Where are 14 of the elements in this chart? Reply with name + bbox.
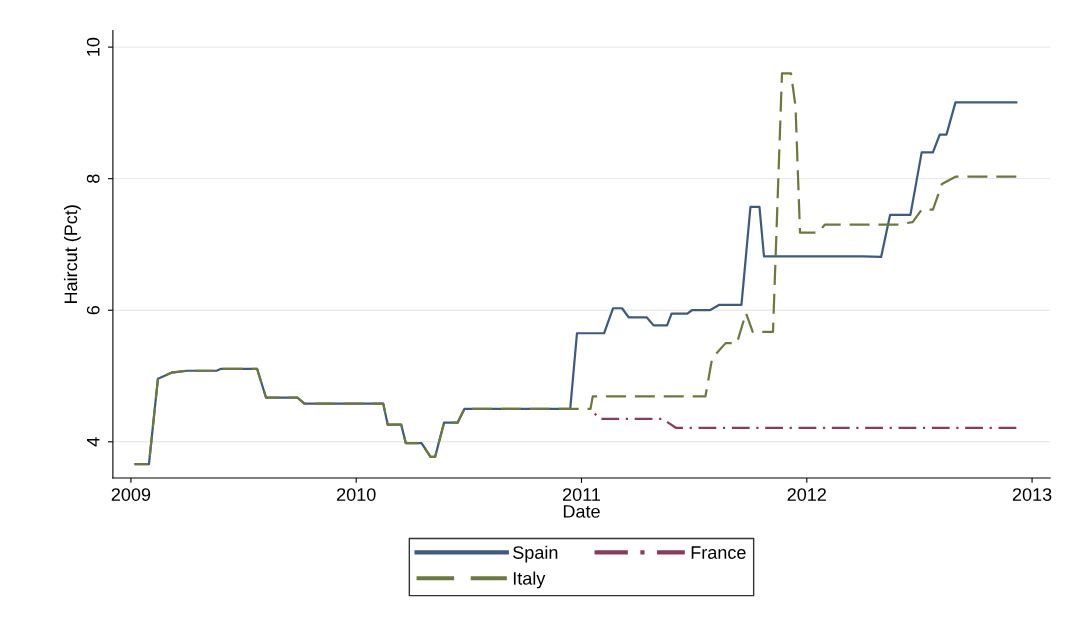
x-tick-label: 2011 bbox=[562, 488, 601, 501]
y-tick-label: 8 bbox=[86, 174, 100, 183]
x-tick-label: 2009 bbox=[111, 488, 151, 501]
y-tick-label: 6 bbox=[86, 306, 100, 315]
x-tick-label: 2010 bbox=[337, 488, 376, 501]
x-axis-title: Date bbox=[563, 505, 600, 518]
legend-label: Italy bbox=[513, 571, 546, 589]
y-axis-title: Haircut (Pct) bbox=[63, 205, 81, 303]
legend-label: France bbox=[691, 546, 746, 559]
legend-label: Spain bbox=[513, 545, 558, 563]
x-tick-label: 2012 bbox=[787, 488, 826, 501]
y-tick-label: 10 bbox=[86, 37, 100, 56]
y-tick-label: 4 bbox=[87, 437, 100, 447]
x-tick-label: 2013 bbox=[1012, 488, 1052, 501]
